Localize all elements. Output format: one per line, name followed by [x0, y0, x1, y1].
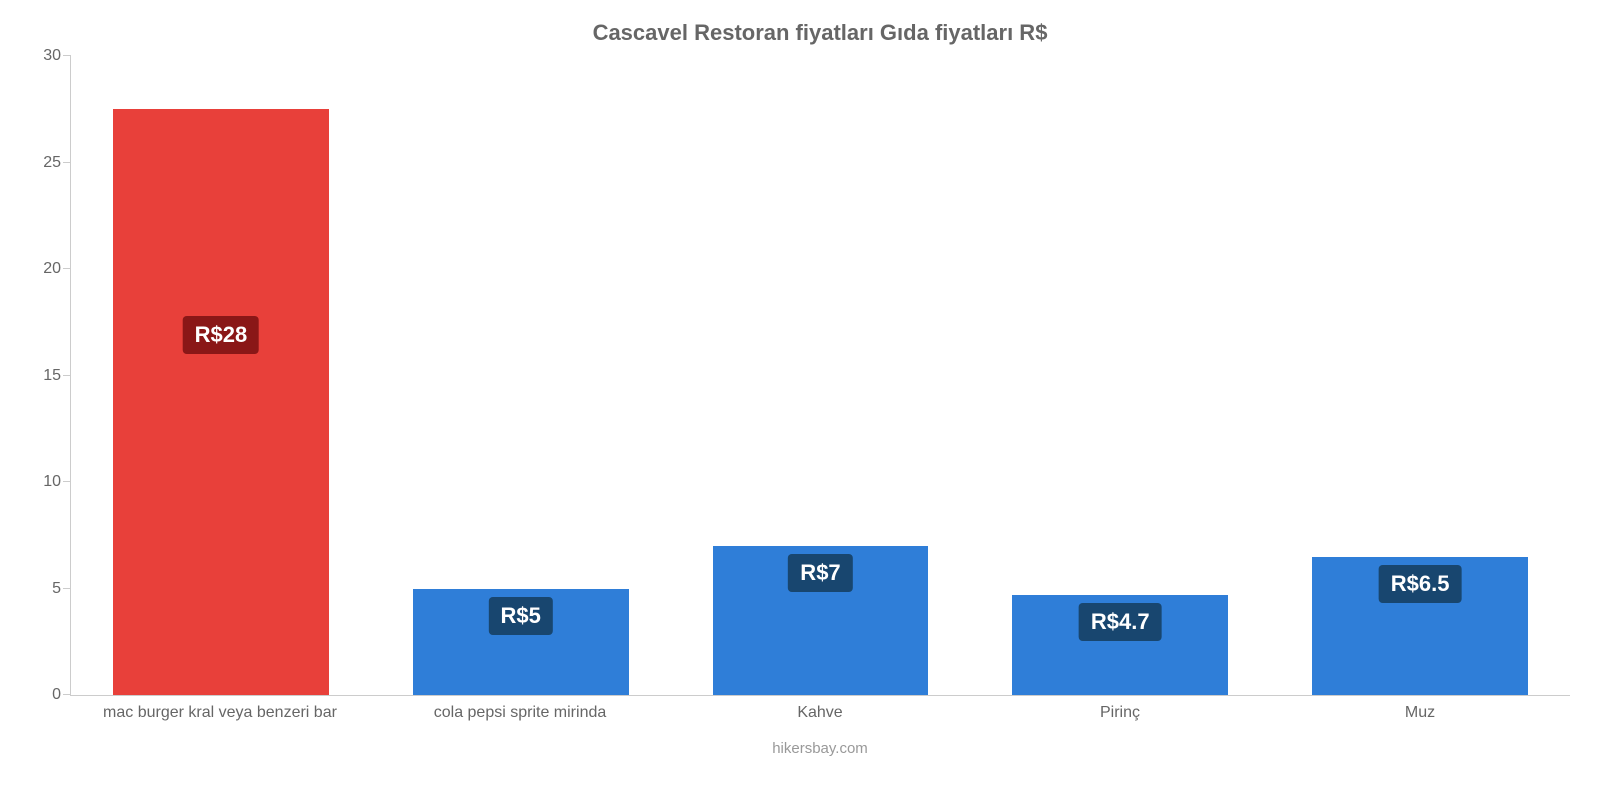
y-tick-label: 15	[21, 367, 61, 385]
bar: R$4.7	[1012, 595, 1228, 695]
bar-slot: R$4.7	[970, 56, 1270, 695]
bar-slot: R$5	[371, 56, 671, 695]
bar: R$5	[413, 589, 629, 696]
bar: R$6.5	[1312, 557, 1528, 695]
x-axis-labels: mac burger kral veya benzeri barcola pep…	[70, 704, 1570, 722]
bar: R$7	[713, 546, 929, 695]
chart-container: Cascavel Restoran fiyatları Gıda fiyatla…	[0, 0, 1600, 800]
y-tick-label: 5	[21, 580, 61, 598]
x-axis-label: mac burger kral veya benzeri bar	[70, 704, 370, 722]
y-tick-label: 20	[21, 260, 61, 278]
y-tick-label: 10	[21, 473, 61, 491]
bar-value-badge: R$4.7	[1079, 603, 1162, 641]
y-tick-label: 30	[21, 47, 61, 65]
y-tick-mark	[63, 268, 71, 269]
bar-slot: R$7	[671, 56, 971, 695]
x-axis-label: Muz	[1270, 704, 1570, 722]
bar-value-badge: R$7	[788, 554, 852, 592]
y-tick-mark	[63, 375, 71, 376]
bar-value-badge: R$28	[183, 316, 260, 354]
y-tick-mark	[63, 588, 71, 589]
y-tick-label: 25	[21, 154, 61, 172]
bar-value-badge: R$6.5	[1379, 565, 1462, 603]
x-axis-label: cola pepsi sprite mirinda	[370, 704, 670, 722]
bars-row: R$28 R$5 R$7 R$4.7 R$6.5	[71, 56, 1570, 695]
y-tick-mark	[63, 481, 71, 482]
plot-area: R$28R$5R$7R$4.7R$6.5 051015202530	[70, 56, 1570, 696]
chart-footer: hikersbay.com	[70, 740, 1570, 757]
bar-slot: R$28	[71, 56, 371, 695]
x-axis-label: Kahve	[670, 704, 970, 722]
x-axis-label: Pirinç	[970, 704, 1270, 722]
bar-value-badge: R$5	[489, 597, 553, 635]
bar-slot: R$6.5	[1270, 56, 1570, 695]
bar: R$28	[113, 109, 329, 695]
y-tick-mark	[63, 55, 71, 56]
chart-title: Cascavel Restoran fiyatları Gıda fiyatla…	[70, 20, 1570, 46]
y-tick-label: 0	[21, 686, 61, 704]
y-tick-mark	[63, 694, 71, 695]
y-tick-mark	[63, 162, 71, 163]
